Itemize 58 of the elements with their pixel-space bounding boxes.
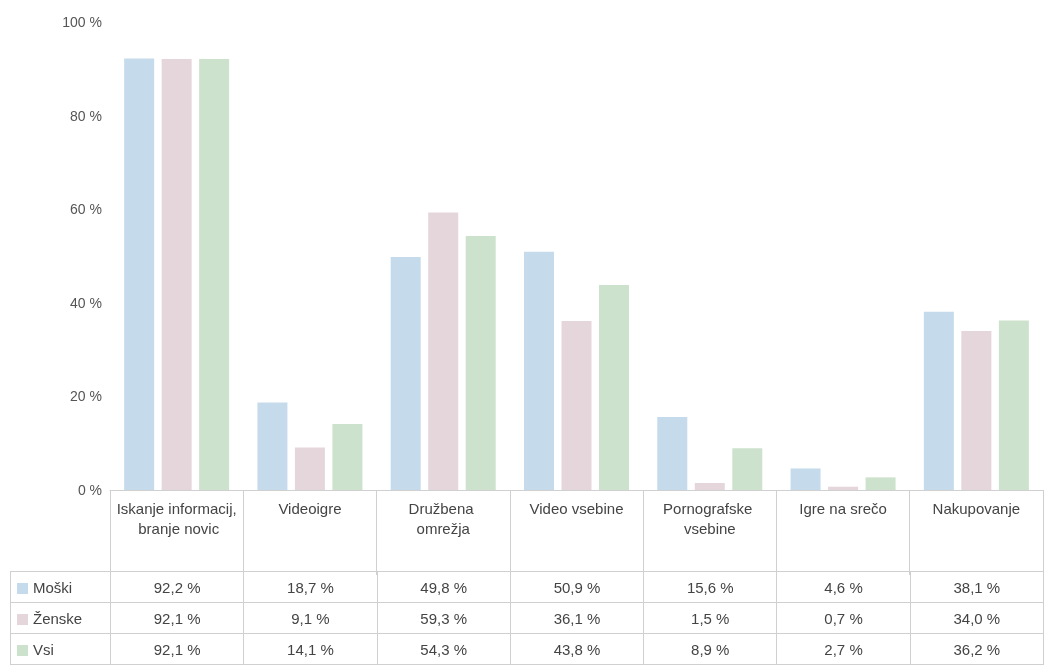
bar — [828, 486, 859, 490]
data-label: 1,5 % — [643, 602, 777, 634]
bar — [923, 311, 954, 490]
data-label: 92,2 % — [110, 571, 244, 603]
y-tick-label: 40 % — [70, 294, 102, 311]
data-label: 92,1 % — [110, 602, 244, 634]
data-label: 4,6 % — [776, 571, 911, 603]
bar — [732, 448, 763, 490]
bar — [657, 416, 688, 490]
x-tick-label: Iskanje informacij, branje novic — [116, 499, 237, 537]
data-label: 59,3 % — [377, 602, 511, 634]
bar — [199, 58, 230, 490]
bar — [161, 58, 192, 490]
bar — [390, 256, 421, 490]
bar — [332, 424, 363, 490]
data-label: 15,6 % — [643, 571, 777, 603]
y-tick-label: 20 % — [70, 388, 102, 405]
y-tick-label: 60 % — [70, 201, 102, 218]
data-label: 18,7 % — [243, 571, 378, 603]
data-label: 54,3 % — [377, 633, 511, 665]
y-tick-label: 100 % — [62, 14, 102, 30]
data-label: 92,1 % — [110, 633, 244, 665]
legend-label: Ženske — [10, 602, 111, 634]
data-label: 34,0 % — [910, 602, 1044, 634]
data-label: 50,9 % — [510, 571, 644, 603]
bar — [524, 251, 554, 490]
data-label: 43,8 % — [510, 633, 644, 665]
y-tick-label: 80 % — [70, 107, 102, 124]
bar — [599, 285, 629, 490]
y-tick-label: 0 % — [77, 482, 102, 498]
bar — [865, 477, 896, 490]
data-label: 9,1 % — [243, 602, 378, 634]
bar — [561, 321, 592, 490]
data-label: 14,1 % — [243, 633, 378, 665]
bar — [294, 447, 325, 490]
data-label: 49,8 % — [377, 571, 511, 603]
x-tick-label: Pornografske vsebine — [663, 499, 757, 537]
data-label: 36,2 % — [910, 633, 1044, 665]
legend-label: Moški — [10, 571, 111, 603]
bar — [428, 212, 459, 490]
bar — [465, 235, 496, 490]
x-tick-label: Nakupovanje — [932, 499, 1021, 517]
x-tick-label: Igre na srečo — [799, 499, 887, 517]
data-label: 8,9 % — [643, 633, 777, 665]
legend-label: Vsi — [10, 633, 111, 665]
bar — [124, 58, 155, 490]
bar — [998, 320, 1029, 490]
x-tick-label: Video vsebine — [529, 499, 624, 517]
bar — [694, 482, 725, 490]
data-label: 36,1 % — [510, 602, 644, 634]
x-tick-label: Videoigre — [278, 499, 342, 517]
bar — [790, 468, 821, 490]
data-label: 38,1 % — [910, 571, 1044, 603]
data-label: 0,7 % — [776, 602, 911, 634]
bar — [257, 402, 288, 490]
data-label: 2,7 % — [776, 633, 911, 665]
x-tick-label: Družbena omrežja — [408, 499, 478, 537]
bar — [961, 330, 992, 490]
